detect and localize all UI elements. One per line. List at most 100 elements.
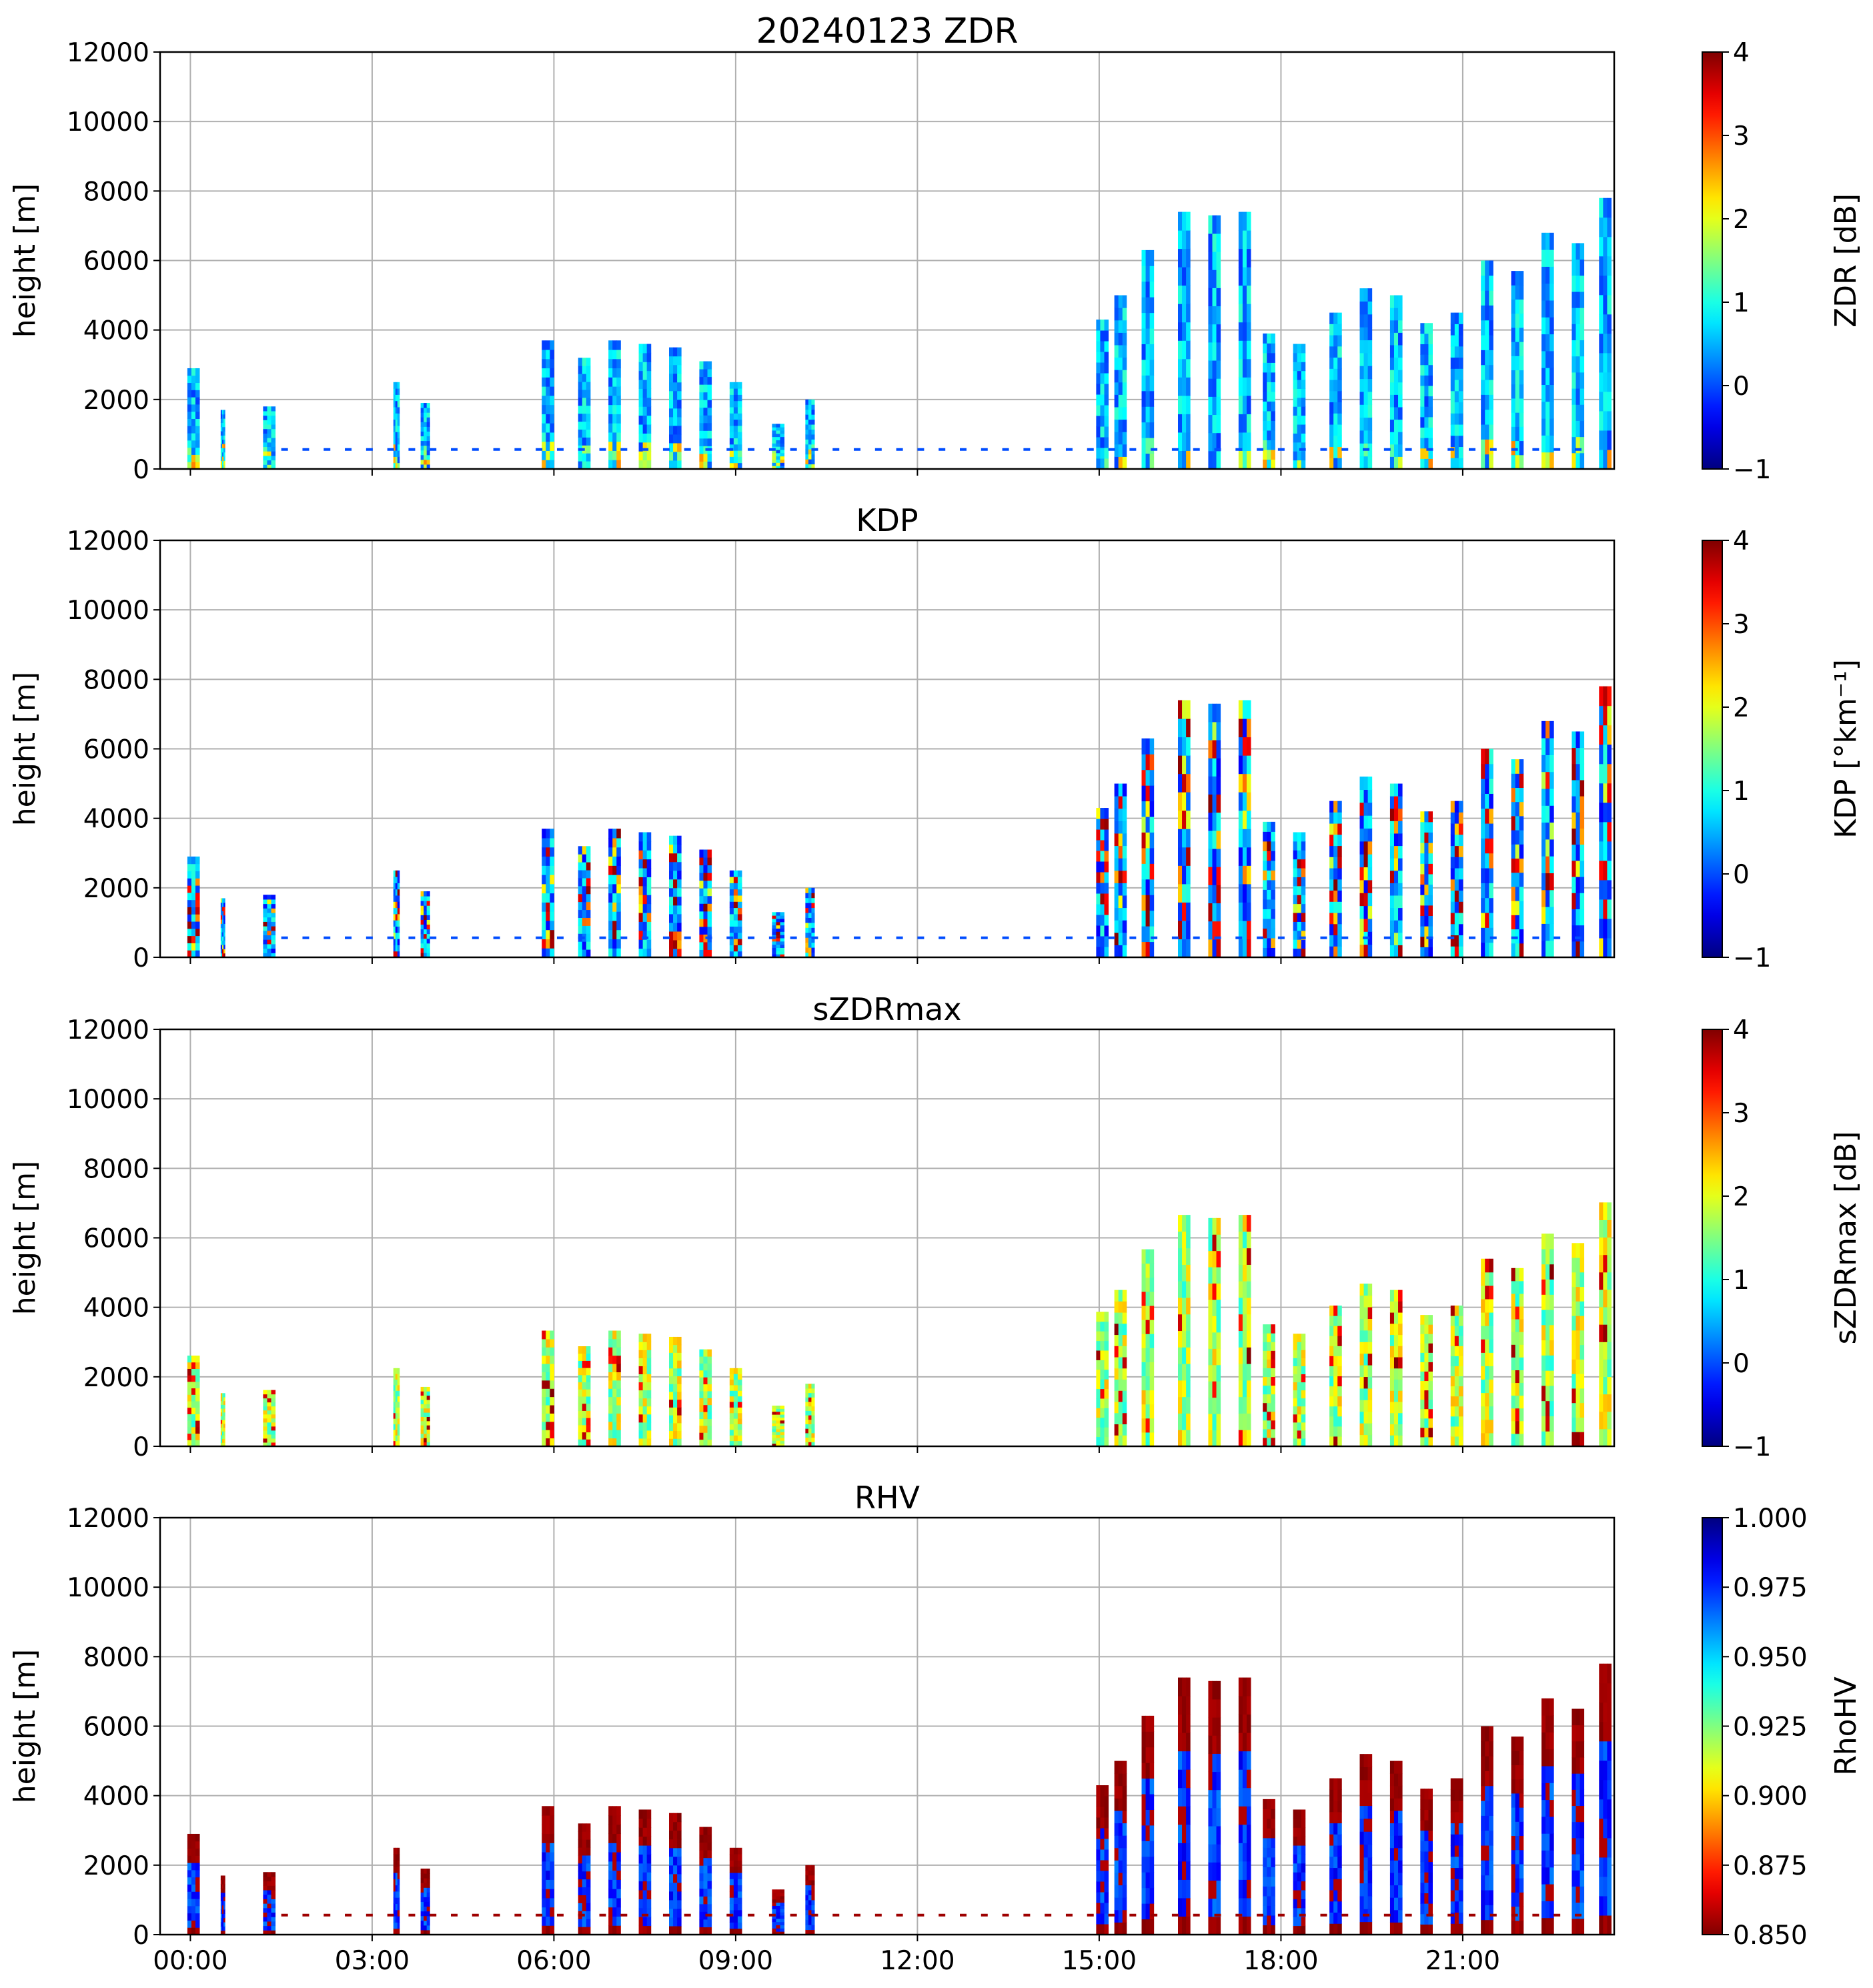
heatmap-cell — [733, 400, 738, 408]
heatmap-cell — [1114, 320, 1119, 333]
heatmap-cell — [271, 1414, 276, 1419]
heatmap-cell — [1114, 821, 1119, 834]
heatmap-cell — [780, 462, 785, 466]
heatmap-cell — [1398, 1323, 1403, 1336]
heatmap-cell — [1485, 439, 1489, 455]
heatmap-cell — [642, 1430, 648, 1439]
heatmap-cell — [191, 440, 196, 448]
heatmap-cell — [673, 347, 678, 357]
heatmap-cell — [811, 1437, 815, 1442]
heatmap-cell — [223, 1888, 225, 1893]
heatmap-cell — [646, 1414, 652, 1423]
heatmap-cell — [780, 1918, 785, 1923]
heatmap-cell — [586, 445, 591, 454]
heatmap-cell — [703, 857, 708, 866]
heatmap-cell — [586, 413, 591, 422]
heatmap-cell — [1389, 1368, 1395, 1380]
heatmap-cell — [772, 1432, 776, 1436]
heatmap-cell — [1541, 1233, 1546, 1250]
heatmap-cell — [1511, 929, 1516, 944]
heatmap-cell — [220, 1922, 223, 1927]
heatmap-cell — [191, 1863, 196, 1871]
heatmap-cell — [542, 450, 546, 460]
heatmap-cell — [1208, 360, 1213, 379]
heatmap-cell — [811, 1919, 815, 1925]
heatmap-cell — [1145, 312, 1151, 329]
heatmap-cell — [1603, 860, 1608, 881]
heatmap-cell — [221, 439, 224, 444]
heatmap-cell — [1481, 1272, 1485, 1286]
heatmap-cell — [1096, 1398, 1101, 1408]
heatmap-cell — [673, 1899, 678, 1909]
heatmap-cell — [1489, 749, 1493, 765]
heatmap-cell — [1337, 1326, 1342, 1336]
heatmap-cell — [1271, 1342, 1275, 1351]
heatmap-cell — [1541, 401, 1546, 419]
heatmap-cell — [1599, 410, 1604, 431]
heatmap-cell — [1293, 460, 1298, 470]
heatmap-cell — [1182, 304, 1187, 323]
heatmap-cell — [1141, 801, 1147, 817]
heatmap-cell — [1363, 918, 1369, 932]
heatmap-cell — [586, 1911, 591, 1919]
heatmap-cell — [699, 1919, 704, 1927]
heatmap-cell — [424, 422, 428, 427]
heatmap-cell — [608, 1824, 613, 1835]
heatmap-cell — [1267, 899, 1271, 909]
heatmap-cell — [1576, 796, 1581, 813]
heatmap-cell — [263, 1402, 267, 1407]
heatmap-cell — [1572, 292, 1576, 308]
heatmap-cell — [1511, 872, 1516, 887]
heatmap-cell — [808, 1875, 812, 1881]
heatmap-cell — [393, 1879, 396, 1886]
heatmap-cell — [642, 1818, 648, 1828]
heatmap-cell — [1511, 1395, 1516, 1409]
heatmap-cell — [1485, 913, 1489, 928]
heatmap-cell — [1242, 718, 1247, 738]
heatmap-cell — [646, 877, 652, 887]
heatmap-cell — [1104, 1924, 1109, 1935]
heatmap-cell — [1267, 1428, 1271, 1438]
heatmap-cell — [1428, 821, 1433, 833]
heatmap-cell — [811, 434, 815, 440]
heatmap-cell — [1182, 865, 1187, 885]
heatmap-cell — [1182, 248, 1187, 268]
heatmap-cell — [1182, 230, 1187, 250]
heatmap-cell — [1481, 942, 1485, 958]
heatmap-cell — [729, 926, 734, 933]
heatmap-cell — [776, 1912, 781, 1916]
heatmap-cell — [608, 1889, 613, 1899]
heatmap-cell — [1549, 805, 1554, 823]
heatmap-cell — [1511, 1357, 1516, 1370]
heatmap-cell — [546, 350, 550, 360]
heatmap-cell — [1515, 901, 1520, 915]
heatmap-cell — [220, 927, 223, 933]
heatmap-cell — [703, 880, 708, 889]
heatmap-cell — [1337, 368, 1342, 380]
heatmap-cell — [221, 1909, 224, 1914]
heatmap-cell — [1450, 812, 1455, 824]
heatmap-cell — [191, 1877, 196, 1885]
panel-title: 20240123 ZDR — [756, 11, 1019, 51]
heatmap-cell — [1603, 783, 1608, 803]
heatmap-cell — [191, 368, 196, 376]
heatmap-cell — [1267, 1437, 1271, 1447]
heatmap-cell — [1118, 444, 1123, 457]
heatmap-cell — [1450, 834, 1455, 847]
heatmap-cell — [808, 947, 812, 953]
heatmap-cell — [395, 1429, 398, 1436]
heatmap-cell — [1458, 424, 1463, 436]
heatmap-cell — [707, 430, 712, 439]
heatmap-cell — [1489, 1299, 1493, 1313]
heatmap-cell — [1178, 340, 1183, 360]
heatmap-cell — [1246, 230, 1251, 250]
heatmap-cell — [1141, 453, 1147, 470]
heatmap-cell — [776, 928, 781, 932]
heatmap-cell — [1238, 939, 1243, 958]
heatmap-cell — [1145, 344, 1151, 360]
heatmap-cell — [1216, 270, 1221, 288]
heatmap-cell — [1489, 305, 1493, 321]
heatmap-cell — [1246, 883, 1251, 903]
heatmap-cell — [1122, 1424, 1127, 1436]
heatmap-cell — [1333, 913, 1338, 925]
